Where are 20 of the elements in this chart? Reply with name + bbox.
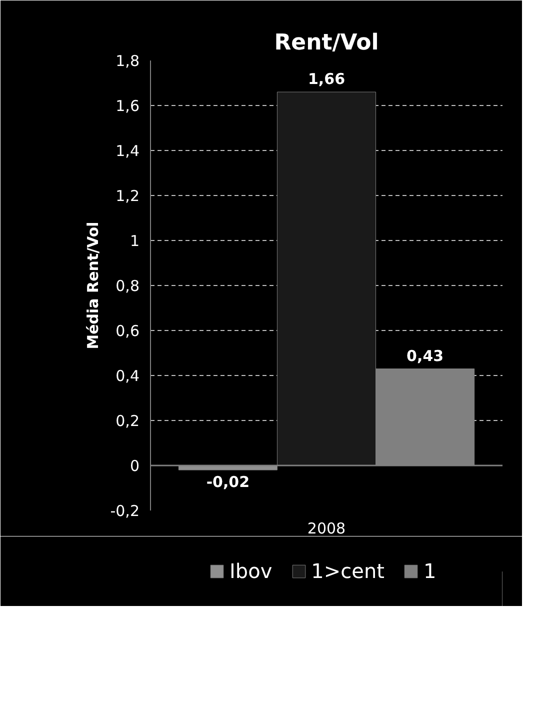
y-tick-label: 0,4 (116, 367, 140, 385)
y-tick-label: 1 (130, 232, 140, 250)
x-tick-label: 2008 (307, 520, 346, 538)
y-tick-label: 0,2 (116, 412, 140, 430)
data-label: 1,66 (308, 70, 346, 88)
legend-label: 1>cent (311, 559, 384, 583)
y-tick-label: 0 (130, 457, 140, 475)
chart-title: Rent/Vol (274, 30, 379, 56)
legend-label: Ibov (230, 559, 272, 583)
y-tick-label: -0,2 (110, 502, 140, 520)
y-tick-label: 1,4 (116, 142, 140, 160)
legend-label: 1 (423, 559, 438, 583)
y-axis-title: Média Rent/Vol (84, 222, 102, 350)
data-label: -0,02 (206, 473, 250, 491)
y-tick-label: 1,8 (116, 52, 140, 70)
y-tick-label: 0,6 (116, 322, 140, 340)
data-label: 0,43 (406, 346, 444, 365)
y-tick-label: 1,6 (116, 97, 140, 115)
y-tick-label: 1,2 (116, 187, 140, 205)
y-tick-label: 0,8 (116, 277, 140, 295)
